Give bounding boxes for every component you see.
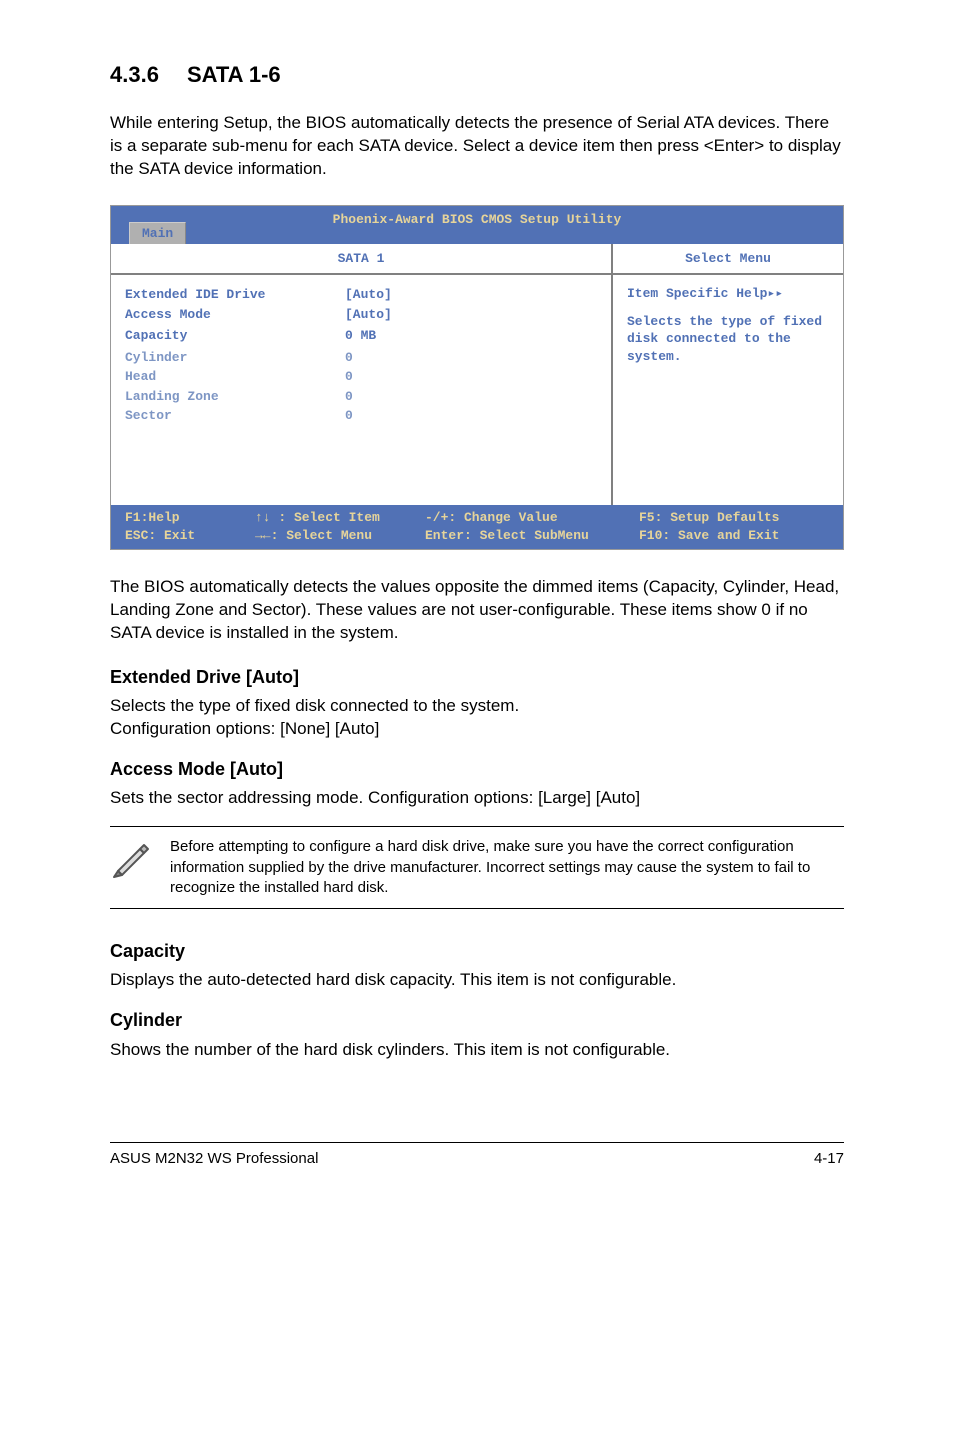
- bios-left-header: SATA 1: [111, 244, 613, 276]
- bios-item-value: 0: [345, 407, 597, 425]
- bios-header-row: SATA 1 Select Menu: [111, 244, 843, 276]
- bios-title: Phoenix-Award BIOS CMOS Setup Utility: [111, 210, 843, 229]
- bios-item-label: Extended IDE Drive: [125, 286, 345, 304]
- intro-paragraph: While entering Setup, the BIOS automatic…: [110, 112, 844, 181]
- bios-tab-main[interactable]: Main: [129, 222, 186, 244]
- bios-item-value: [Auto]: [345, 306, 597, 324]
- after-bios-paragraph: The BIOS automatically detects the value…: [110, 576, 844, 645]
- bios-item-value: 0: [345, 388, 597, 406]
- bios-help-body: Selects the type of fixed disk connected…: [627, 313, 829, 366]
- bios-item-row[interactable]: Access Mode[Auto]: [125, 305, 597, 325]
- bios-item-value: [Auto]: [345, 286, 597, 304]
- bios-item-value: 0: [345, 368, 597, 386]
- bios-item-label: Head: [125, 368, 345, 386]
- bios-right-header: Select Menu: [613, 244, 843, 276]
- note-text: Before attempting to configure a hard di…: [170, 837, 844, 898]
- bios-item-label: Capacity: [125, 327, 345, 345]
- footer-select-item: ↑↓ : Select Item: [255, 509, 425, 527]
- bios-item-value: 0 MB: [345, 327, 597, 345]
- note-block: Before attempting to configure a hard di…: [110, 826, 844, 909]
- bios-screenshot: Phoenix-Award BIOS CMOS Setup Utility Ma…: [110, 205, 844, 551]
- footer-right: 4-17: [814, 1149, 844, 1169]
- bios-item-label: Landing Zone: [125, 388, 345, 406]
- heading-extended-drive: Extended Drive [Auto]: [110, 665, 844, 689]
- page-footer: ASUS M2N32 WS Professional 4-17: [110, 1142, 844, 1169]
- bios-content: Extended IDE Drive[Auto]Access Mode[Auto…: [111, 275, 843, 505]
- footer-setup-defaults: F5: Setup Defaults: [639, 509, 829, 527]
- footer-change-value: -/+: Change Value: [425, 509, 639, 527]
- bios-item-row: Sector0: [125, 406, 597, 426]
- body-extended-drive: Selects the type of fixed disk connected…: [110, 695, 844, 741]
- bios-help-title: Item Specific Help▸▸: [627, 285, 829, 303]
- heading-cylinder: Cylinder: [110, 1008, 844, 1032]
- bios-item-label: Sector: [125, 407, 345, 425]
- body-capacity: Displays the auto-detected hard disk cap…: [110, 969, 844, 992]
- section-title-text: SATA 1-6: [187, 62, 281, 87]
- bios-item-label: Cylinder: [125, 349, 345, 367]
- heading-capacity: Capacity: [110, 939, 844, 963]
- bios-titlebar: Phoenix-Award BIOS CMOS Setup Utility Ma…: [111, 206, 843, 244]
- pencil-icon: [110, 837, 152, 879]
- bios-item-value: 0: [345, 349, 597, 367]
- bios-item-row: Head0: [125, 367, 597, 387]
- footer-select-menu: →←: Select Menu: [255, 527, 425, 545]
- bios-footer-row-1: F1:Help ↑↓ : Select Item -/+: Change Val…: [125, 509, 829, 527]
- heading-access-mode: Access Mode [Auto]: [110, 757, 844, 781]
- section-number: 4.3.6: [110, 60, 159, 90]
- body-access-mode: Sets the sector addressing mode. Configu…: [110, 787, 844, 810]
- bios-item-label: Access Mode: [125, 306, 345, 324]
- footer-f1-help: F1:Help: [125, 509, 255, 527]
- footer-left: ASUS M2N32 WS Professional: [110, 1149, 318, 1169]
- bios-item-row[interactable]: Extended IDE Drive[Auto]: [125, 285, 597, 305]
- bios-footer-row-2: ESC: Exit →←: Select Menu Enter: Select …: [125, 527, 829, 545]
- bios-item-row[interactable]: Capacity0 MB: [125, 326, 597, 346]
- bios-footer: F1:Help ↑↓ : Select Item -/+: Change Val…: [111, 505, 843, 549]
- body-cylinder: Shows the number of the hard disk cylind…: [110, 1039, 844, 1062]
- footer-esc-exit: ESC: Exit: [125, 527, 255, 545]
- bios-item-row: Landing Zone0: [125, 387, 597, 407]
- bios-item-row: Cylinder0: [125, 348, 597, 368]
- footer-select-submenu: Enter: Select SubMenu: [425, 527, 639, 545]
- footer-save-exit: F10: Save and Exit: [639, 527, 829, 545]
- section-heading: 4.3.6 SATA 1-6: [110, 60, 844, 90]
- bios-help-panel: Item Specific Help▸▸ Selects the type of…: [613, 275, 843, 505]
- bios-items-panel: Extended IDE Drive[Auto]Access Mode[Auto…: [111, 275, 613, 505]
